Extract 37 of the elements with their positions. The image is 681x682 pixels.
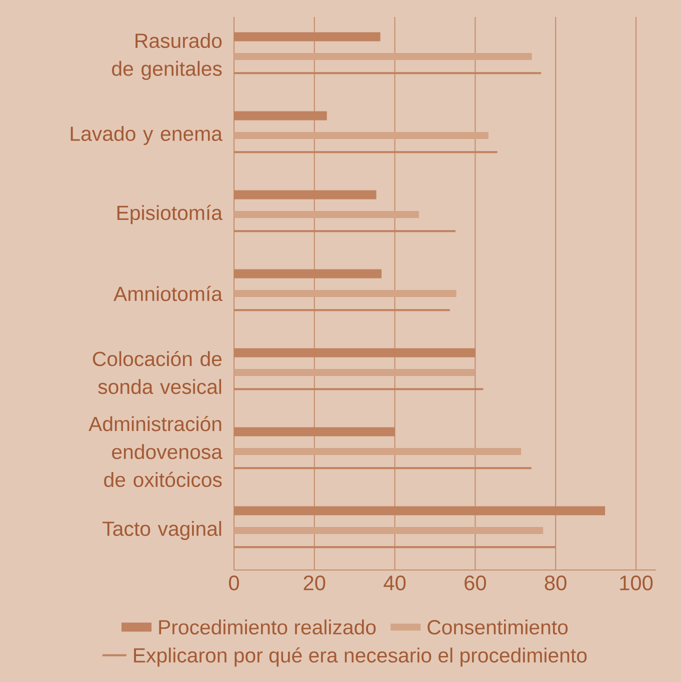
bar [234,151,498,154]
legend-label: Procedimiento realizado [159,620,376,634]
bar [234,309,450,312]
bar [234,369,476,376]
y-tick-label: Lavado y enema [70,126,222,146]
bar [234,269,382,278]
bar [234,467,532,470]
bar [234,290,456,298]
legend-label: Explicaron por qué era necesario el procedimiento [134,647,587,667]
bar [234,506,606,516]
bar [234,32,380,42]
x-tick-label: 80 [544,576,566,590]
bar [234,211,419,218]
x-tick-label: 20 [304,576,326,590]
bar [234,348,476,358]
bar [234,132,488,140]
y-tick-label: Rasurado de genitales [112,33,222,80]
bar [234,546,556,548]
y-tick-label: Episiotomía [117,204,222,224]
bar [234,527,544,534]
x-tick-label: 60 [464,576,486,590]
bar [234,427,395,436]
bar [234,230,456,232]
bar [234,448,522,456]
legend-label: Consentimiento [428,620,568,634]
x-tick-label: 0 [228,576,239,590]
y-tick-label: Administración endovenosa de oxitócicos [88,416,222,488]
y-tick-label: Amniotomía [114,286,222,302]
bar [234,111,327,120]
bar [234,72,542,74]
bar [234,190,376,200]
y-tick-label: Tacto vaginal [102,520,222,540]
y-tick-label: Colocación de sonda vesical [92,350,222,394]
bar [234,53,532,60]
x-tick-label: 40 [384,576,406,590]
x-tick-label: 100 [620,576,653,590]
bar [234,388,484,390]
